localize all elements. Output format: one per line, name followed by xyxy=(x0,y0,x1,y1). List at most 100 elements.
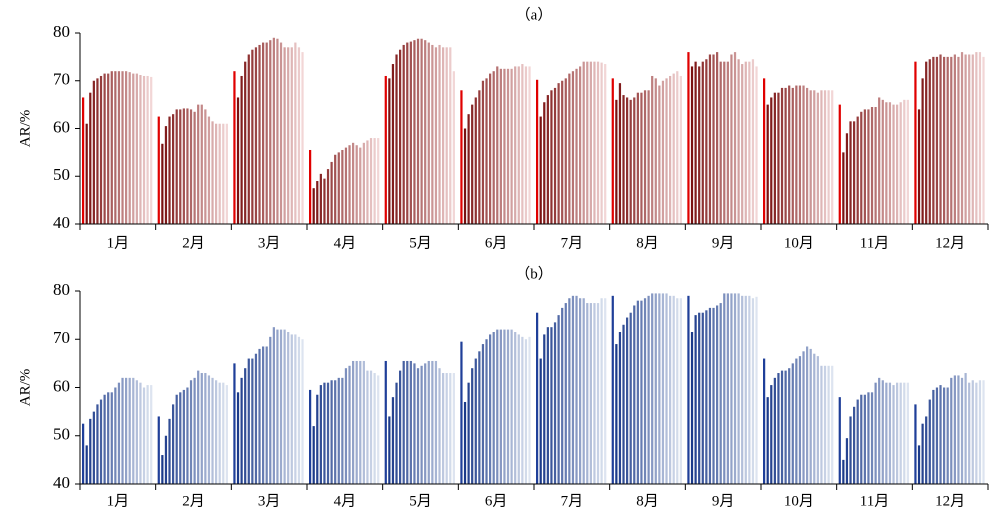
bar xyxy=(297,47,301,225)
bar xyxy=(661,293,665,484)
bar xyxy=(536,79,539,224)
bar xyxy=(816,92,819,224)
bar xyxy=(341,377,344,484)
bar xyxy=(355,360,358,484)
bar xyxy=(701,61,704,225)
bar xyxy=(708,54,712,224)
bar xyxy=(672,295,675,484)
bar xyxy=(960,52,964,224)
bar xyxy=(204,373,207,484)
x-tick-label: 9月 xyxy=(712,235,735,251)
bar xyxy=(146,75,149,224)
y-tick-label: 40 xyxy=(53,213,70,232)
bar xyxy=(139,75,142,225)
bar xyxy=(564,78,567,224)
bar xyxy=(445,47,448,225)
bar xyxy=(99,75,103,224)
bar xyxy=(125,71,128,224)
bar xyxy=(377,138,380,224)
bar xyxy=(481,80,485,224)
bar xyxy=(690,332,694,484)
bar xyxy=(568,73,571,225)
bar xyxy=(640,92,643,224)
bar xyxy=(96,78,99,224)
bar xyxy=(874,382,877,484)
y-axis-label: AR/% xyxy=(17,369,33,407)
x-tick-label: 5月 xyxy=(409,493,432,509)
bar xyxy=(953,54,956,224)
bar xyxy=(939,54,942,224)
bar xyxy=(460,90,463,224)
bar xyxy=(142,387,146,484)
bar xyxy=(557,83,560,224)
bar xyxy=(957,375,960,484)
bar xyxy=(258,348,261,484)
bar xyxy=(107,73,110,225)
bar xyxy=(539,116,542,224)
y-tick-label: 50 xyxy=(53,165,70,184)
bar xyxy=(262,42,265,224)
bar xyxy=(885,102,888,224)
bar xyxy=(384,360,387,484)
bar xyxy=(337,152,340,224)
bar xyxy=(85,123,88,224)
bar xyxy=(798,356,802,484)
bar xyxy=(651,293,654,484)
bar xyxy=(611,78,614,224)
bar xyxy=(524,339,528,484)
bar xyxy=(917,445,921,484)
bar xyxy=(780,87,784,224)
bar xyxy=(168,418,171,484)
bar xyxy=(179,109,182,224)
x-tick-label: 10月 xyxy=(784,235,814,251)
bar xyxy=(186,387,189,484)
bar xyxy=(103,73,106,225)
bar xyxy=(928,59,931,225)
bar xyxy=(827,90,830,224)
bar xyxy=(524,66,528,224)
bar xyxy=(438,44,441,224)
bar xyxy=(233,71,236,224)
bar xyxy=(399,370,402,484)
bar xyxy=(157,416,160,484)
bar xyxy=(301,52,304,224)
bar xyxy=(669,295,672,484)
bar xyxy=(117,71,121,224)
bar xyxy=(471,368,474,484)
bar xyxy=(849,121,852,224)
bar xyxy=(705,310,708,484)
bar xyxy=(128,377,131,484)
bar xyxy=(539,358,542,484)
bar xyxy=(434,360,438,484)
bar xyxy=(164,126,168,224)
bar xyxy=(449,373,452,484)
bar xyxy=(369,138,373,224)
x-tick-label: 11月 xyxy=(860,493,889,509)
bar xyxy=(312,188,315,224)
bar xyxy=(788,85,791,225)
bar xyxy=(784,370,787,484)
bar xyxy=(586,61,589,225)
bar xyxy=(856,399,859,484)
bar xyxy=(914,404,917,484)
bar xyxy=(622,324,625,484)
bar xyxy=(629,99,632,224)
bar xyxy=(914,61,917,225)
bar xyxy=(272,327,275,484)
bar xyxy=(222,382,225,484)
bar xyxy=(687,295,690,484)
bar xyxy=(571,71,575,224)
bar xyxy=(297,336,301,484)
bar xyxy=(142,75,146,224)
bar xyxy=(806,346,809,484)
bar xyxy=(643,90,647,224)
bar xyxy=(629,312,632,484)
bar xyxy=(189,380,193,484)
bar xyxy=(687,52,690,224)
bar xyxy=(946,387,949,484)
bar xyxy=(698,66,701,224)
bar xyxy=(896,382,899,484)
bar xyxy=(326,169,330,224)
bar xyxy=(654,78,657,224)
